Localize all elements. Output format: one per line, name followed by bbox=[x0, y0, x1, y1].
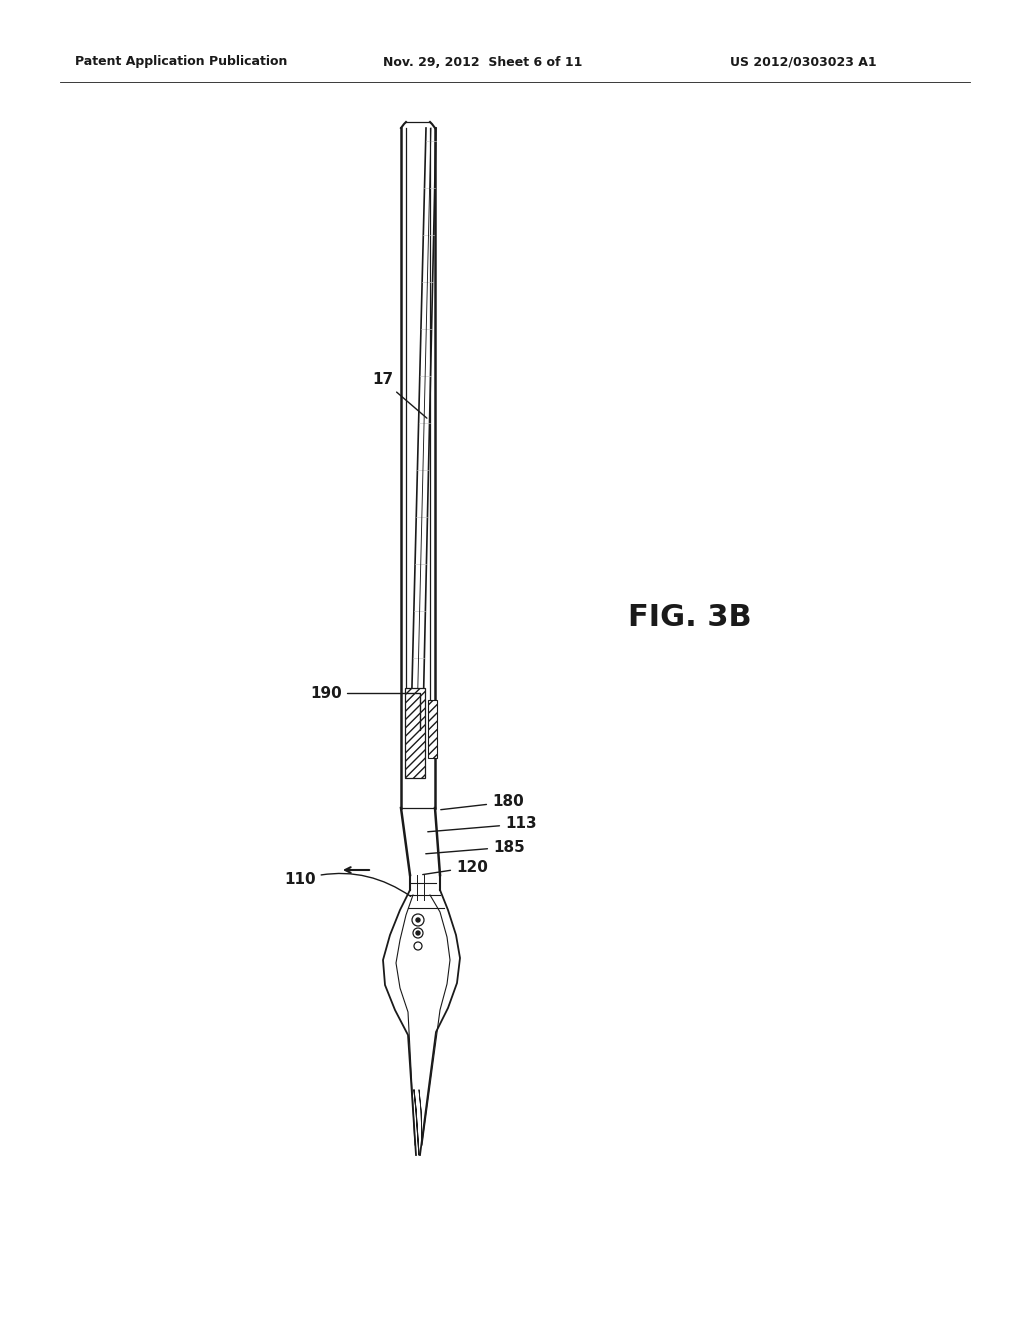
Text: 190: 190 bbox=[310, 685, 420, 730]
Text: US 2012/0303023 A1: US 2012/0303023 A1 bbox=[730, 55, 877, 69]
Text: 120: 120 bbox=[423, 859, 487, 875]
Text: FIG. 3B: FIG. 3B bbox=[628, 603, 752, 632]
Text: 185: 185 bbox=[426, 840, 524, 854]
Text: Patent Application Publication: Patent Application Publication bbox=[75, 55, 288, 69]
Circle shape bbox=[416, 931, 420, 935]
Text: 113: 113 bbox=[428, 817, 537, 832]
Text: 180: 180 bbox=[440, 795, 523, 809]
Text: 110: 110 bbox=[284, 873, 411, 896]
Circle shape bbox=[416, 917, 420, 921]
Bar bbox=[406, 688, 425, 777]
Text: Nov. 29, 2012  Sheet 6 of 11: Nov. 29, 2012 Sheet 6 of 11 bbox=[383, 55, 583, 69]
Text: 17: 17 bbox=[372, 372, 427, 418]
Bar bbox=[428, 700, 437, 758]
